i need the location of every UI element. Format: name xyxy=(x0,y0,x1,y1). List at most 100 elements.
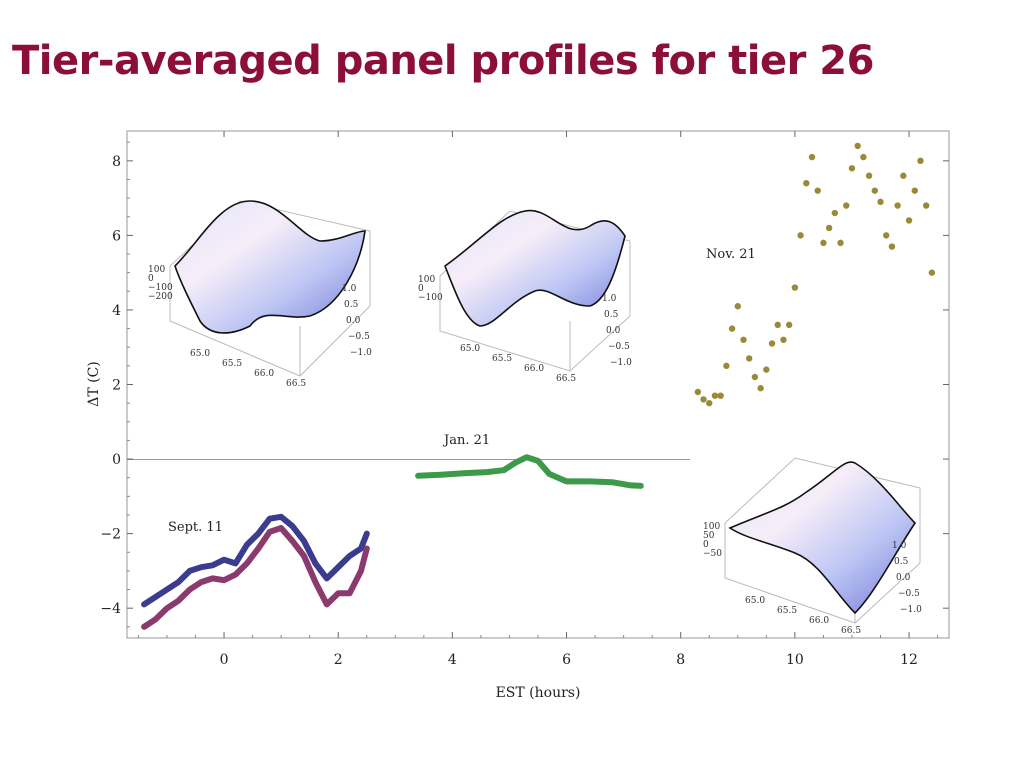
inset-y-tick: 0.0 xyxy=(896,573,911,583)
scatter-point xyxy=(883,232,890,239)
scatter-point xyxy=(746,355,753,362)
scatter-point xyxy=(848,165,856,172)
scatter-point xyxy=(785,321,793,329)
inset-x-tick: 65.0 xyxy=(460,344,480,354)
scatter-point xyxy=(757,385,764,392)
inset-x-tick: 66.0 xyxy=(524,364,544,374)
scatter-point xyxy=(740,336,747,343)
scatter-point xyxy=(763,366,770,373)
inset-z-tick: 100 xyxy=(703,522,720,532)
inset-y-tick: 0.5 xyxy=(604,310,619,320)
scatter-point xyxy=(717,392,724,399)
y-tick-label: 0 xyxy=(112,452,121,468)
inset-y-tick: 0.0 xyxy=(346,316,361,326)
inset-box-edge xyxy=(724,523,921,624)
inset-x-tick: 65.5 xyxy=(777,606,797,616)
inset-x-tick: 65.5 xyxy=(222,359,242,369)
inset-box-edge xyxy=(169,266,371,377)
scatter-point xyxy=(865,172,873,179)
scatter-point xyxy=(723,362,730,370)
scatter-point xyxy=(900,172,907,179)
scatter-point xyxy=(843,202,850,209)
scatter-point xyxy=(728,325,736,332)
series-line-1 xyxy=(141,525,370,630)
scatter-point xyxy=(860,153,867,161)
scatter-point xyxy=(751,373,759,381)
inset-x-tick: 65.0 xyxy=(745,596,765,606)
scatter-point xyxy=(922,202,930,209)
series-annotation: Sept. 11 xyxy=(168,520,223,535)
scatter-point xyxy=(768,340,776,347)
y-tick-label: 6 xyxy=(112,228,121,244)
scatter-point xyxy=(700,396,707,403)
series-line-2 xyxy=(415,454,644,489)
y-tick-label: 2 xyxy=(112,378,121,394)
inset-surface xyxy=(174,200,366,334)
inset-y-tick: −0.5 xyxy=(608,342,630,352)
slide-title: Tier-averaged panel profiles for tier 26 xyxy=(12,38,874,84)
scatter-point xyxy=(905,217,913,224)
inset-x-tick: 66.5 xyxy=(286,379,306,389)
series-annotation: Nov. 21 xyxy=(706,247,756,262)
inset-z-tick: 50 xyxy=(703,531,715,541)
scatter-point xyxy=(877,198,884,206)
inset-z-tick: −50 xyxy=(703,549,722,559)
y-axis-label: ΔT (C) xyxy=(86,361,102,407)
inset-y-tick: 0.5 xyxy=(344,300,359,310)
scatter-point xyxy=(694,388,702,396)
scatter-point xyxy=(797,232,804,239)
scatter-point xyxy=(814,187,821,194)
inset-z-tick: 0 xyxy=(703,540,709,550)
scatter-point xyxy=(706,399,713,407)
x-tick-label: 2 xyxy=(334,652,343,668)
scatter-point xyxy=(774,321,781,329)
inset-z-tick: 0 xyxy=(148,274,154,284)
scatter-point xyxy=(820,239,827,247)
scatter-point xyxy=(894,202,901,209)
inset-x-tick: 66.0 xyxy=(809,616,829,626)
scatter-point xyxy=(928,269,936,276)
inset-y-tick: 1.0 xyxy=(892,541,907,551)
inset-x-tick: 66.0 xyxy=(254,369,274,379)
inset-x-tick: 65.0 xyxy=(190,349,210,359)
inset-y-tick: −1.0 xyxy=(350,348,372,358)
scatter-point xyxy=(831,209,839,217)
inset-y-tick: 1.0 xyxy=(602,294,617,304)
inset-z-tick: 0 xyxy=(418,284,424,294)
scatter-point xyxy=(888,243,896,250)
scatter-point xyxy=(837,239,844,247)
inset-z-tick: 100 xyxy=(148,265,165,275)
inset-x-tick: 66.5 xyxy=(841,626,861,636)
inset-x-tick: 66.5 xyxy=(556,374,576,384)
scatter-point xyxy=(825,224,833,232)
inset-z-tick: −100 xyxy=(418,293,443,303)
inset-x-tick: 65.5 xyxy=(492,354,512,364)
scatter-point xyxy=(791,284,799,291)
scatter-point xyxy=(871,187,878,194)
scatter-point xyxy=(711,392,719,399)
y-tick-label: 4 xyxy=(112,303,121,319)
inset-3d-plot: 65.0 65.5 66.0 66.5 1.0 0.5 0.0 −0.5 −1.0 1000−10… xyxy=(148,200,372,389)
inset-y-tick: −0.5 xyxy=(898,589,920,599)
y-tick-label: 8 xyxy=(112,154,121,170)
inset-3d-plot: 65.0 65.5 66.0 66.5 1.0 0.5 0.0 −0.5 −1.0 1000−10… xyxy=(418,209,632,384)
x-tick-label: 0 xyxy=(220,652,229,668)
inset-y-tick: 0.5 xyxy=(894,557,909,567)
x-tick-label: 10 xyxy=(786,652,804,668)
scatter-point xyxy=(780,336,787,343)
scatter-point xyxy=(734,303,741,310)
scatter-point xyxy=(854,142,861,150)
y-tick-label: −2 xyxy=(100,527,121,543)
inset-surface xyxy=(728,461,917,615)
x-tick-label: 12 xyxy=(900,652,918,668)
inset-z-tick: −200 xyxy=(148,292,173,302)
series-annotation: Jan. 21 xyxy=(442,433,490,448)
inset-3d-plot: 65.0 65.5 66.0 66.5 1.0 0.5 0.0 −0.5 −1.0 100500−… xyxy=(703,457,922,636)
x-tick-label: 8 xyxy=(676,652,685,668)
inset-box-edge xyxy=(439,276,631,372)
x-tick-label: 4 xyxy=(448,652,457,668)
scatter-point xyxy=(803,179,810,187)
y-tick-label: −4 xyxy=(100,601,121,617)
inset-y-tick: 1.0 xyxy=(342,284,357,294)
